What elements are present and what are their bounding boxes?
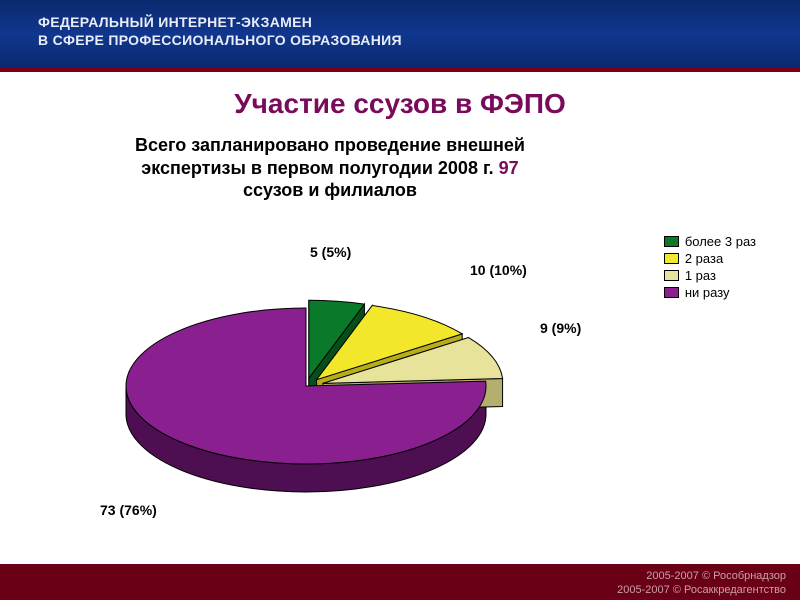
header-band: ФЕДЕРАЛЬНЫЙ ИНТЕРНЕТ-ЭКЗАМЕН В СФЕРЕ ПРО…: [0, 0, 800, 68]
footer-band: 2005-2007 © Рособрнадзор 2005-2007 © Рос…: [0, 564, 800, 600]
footer-line-2: 2005-2007 © Росаккредагентство: [617, 584, 786, 596]
pie-chart-svg: [70, 236, 750, 526]
data-label-more3: 5 (5%): [310, 244, 351, 260]
data-label-one: 9 (9%): [540, 320, 581, 336]
slide: ФЕДЕРАЛЬНЫЙ ИНТЕРНЕТ-ЭКЗАМЕН В СФЕРЕ ПРО…: [0, 0, 800, 600]
chart-title: Участие ссузов в ФЭПО: [0, 88, 800, 120]
footer-line-1: 2005-2007 © Рособрнадзор: [646, 570, 786, 582]
header-divider: [0, 68, 800, 72]
header-line-2: В СФЕРЕ ПРОФЕССИОНАЛЬНОГО ОБРАЗОВАНИЯ: [38, 32, 402, 48]
subtitle-prefix: Всего запланировано проведение внешней э…: [135, 135, 525, 178]
subtitle-highlight: 97: [499, 158, 519, 178]
data-label-two: 10 (10%): [470, 262, 527, 278]
subtitle-suffix: ссузов и филиалов: [243, 180, 417, 200]
header-line-1: ФЕДЕРАЛЬНЫЙ ИНТЕРНЕТ-ЭКЗАМЕН: [38, 14, 312, 30]
chart-subtitle: Всего запланировано проведение внешней э…: [120, 134, 540, 202]
data-label-never: 73 (76%): [100, 502, 157, 518]
pie-chart: 5 (5%) 10 (10%) 9 (9%) 73 (76%): [70, 236, 750, 526]
